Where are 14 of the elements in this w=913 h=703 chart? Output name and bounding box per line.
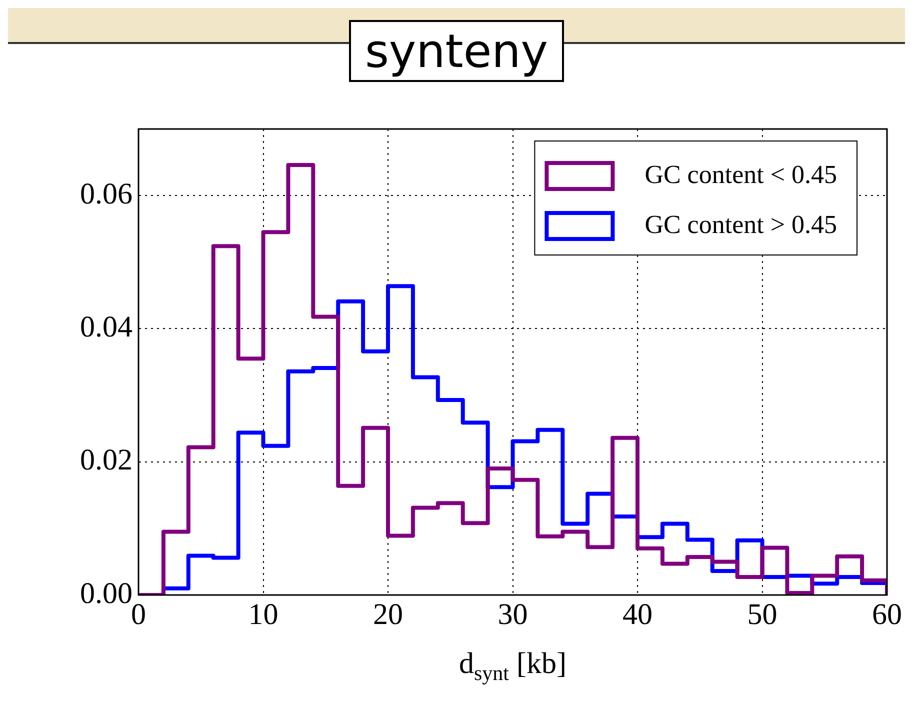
chart-title: synteny [348,20,564,82]
y-tick-label: 0.02 [80,444,132,477]
x-tick-label: 40 [622,598,652,631]
x-tick-label: 20 [373,598,403,631]
y-tick-label: 0.00 [80,576,132,610]
legend-label: GC content > 0.45 [644,210,838,239]
x-tick-label: 50 [747,598,778,631]
y-tick-label: 0.06 [80,177,132,210]
y-tick-label: 0.04 [80,310,132,344]
x-tick-label: 0 [131,598,146,631]
legend-label: GC content < 0.45 [644,160,838,189]
x-tick-label: 60 [872,598,902,631]
x-tick-label: 30 [498,598,528,631]
x-tick-label: 10 [248,598,278,631]
